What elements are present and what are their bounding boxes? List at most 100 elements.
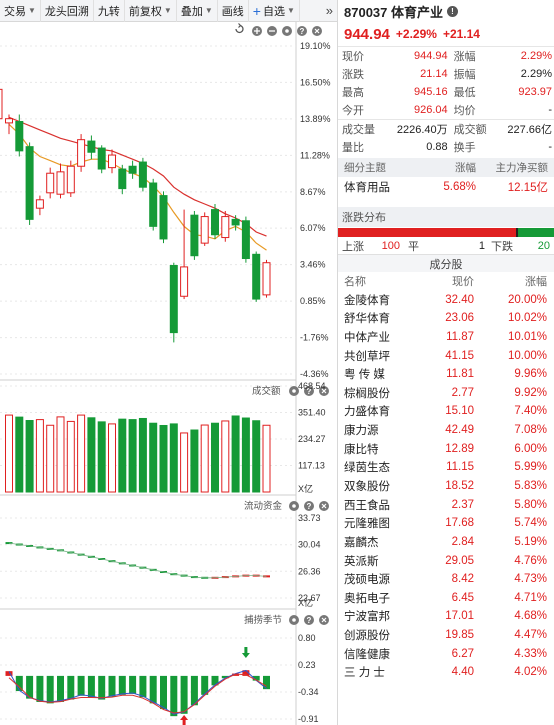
component-price: 6.27	[451, 647, 474, 660]
component-name: 嘉麟杰	[344, 536, 379, 549]
component-row[interactable]: 粤 传 媒 11.81 9.96%	[338, 365, 554, 384]
season-tick-label: -0.91	[298, 714, 319, 724]
close-icon[interactable]	[319, 615, 329, 625]
volume-bar	[66, 420, 75, 493]
component-price: 18.52	[445, 480, 474, 492]
candle-body	[211, 209, 219, 236]
quote-value: 2226.40万	[396, 124, 448, 137]
sub-theme-col-net: 主力净买额	[495, 162, 549, 175]
quote-label: 成交额	[453, 124, 487, 137]
toolbar-label: 画线	[221, 5, 244, 18]
season-bar	[57, 675, 64, 702]
component-name: 绿茵生态	[344, 462, 390, 475]
toolbar-add-watchlist[interactable]: + 自选 ▼	[249, 0, 300, 22]
component-row[interactable]: 棕榈股份 2.77 9.92%	[338, 383, 554, 402]
season-bar	[118, 675, 126, 695]
info-icon[interactable]: !	[447, 5, 458, 17]
sub-theme-col-name: 细分主题	[344, 162, 386, 175]
volume-tick-label: 351.40	[298, 408, 326, 418]
down-count: 20	[537, 240, 550, 253]
components-col-price[interactable]: 现价	[452, 276, 474, 289]
close-icon[interactable]	[319, 501, 329, 511]
flow-line	[8, 542, 267, 579]
price-tick-label: 19.10%	[300, 41, 331, 51]
svg-text:?: ?	[307, 616, 312, 625]
stock-header: 870037 体育产业 !	[338, 0, 554, 22]
close-icon[interactable]	[312, 26, 322, 36]
zoom-in-icon[interactable]	[252, 26, 262, 36]
component-row[interactable]: 中体产业 11.87 10.01%	[338, 328, 554, 347]
toolbar-more-button[interactable]: »	[325, 3, 333, 18]
component-row[interactable]: 信隆健康 6.27 4.33%	[338, 644, 554, 663]
component-pct: 5.19%	[514, 535, 547, 548]
toolbar-overlay-menu[interactable]: 叠加 ▼	[177, 0, 218, 22]
component-price: 17.68	[445, 517, 474, 530]
sub-theme-row[interactable]: 体育用品 5.68% 12.15亿	[338, 177, 554, 198]
component-row[interactable]: 创源股份 19.85 4.47%	[338, 626, 554, 645]
component-row[interactable]: 力盛体育 15.10 7.40%	[338, 402, 554, 421]
component-row[interactable]: 舒华体育 23.06 10.02%	[338, 309, 554, 328]
help-icon[interactable]: ?	[304, 615, 314, 625]
season-line-red	[8, 673, 267, 714]
zoom-out-icon[interactable]	[267, 26, 277, 36]
season-bar	[180, 675, 188, 714]
toolbar-draw-line[interactable]: 画线	[218, 0, 249, 22]
candle-body	[35, 199, 44, 209]
svg-text:?: ?	[307, 387, 312, 396]
chart-canvas[interactable]: ? 19.10% 16.50% 13.89% 11.28% 8.67% 6.07% 3.46…	[0, 22, 337, 725]
quote-value: 0.88	[426, 141, 448, 154]
component-row[interactable]: 双象股份 18.52 5.83%	[338, 477, 554, 496]
component-row[interactable]: 共创草坪 41.15 10.00%	[338, 346, 554, 365]
toolbar-nine-turn[interactable]: 九转	[94, 0, 125, 22]
component-name: 茂硕电源	[344, 574, 390, 587]
season-bar	[201, 675, 209, 695]
component-row[interactable]: 西王食品 2.37 5.80%	[338, 495, 554, 514]
component-row[interactable]: 奥拓电子 6.45 4.71%	[338, 589, 554, 608]
refresh-icon[interactable]	[235, 23, 244, 34]
component-price: 11.15	[446, 461, 474, 474]
settings-icon[interactable]	[289, 386, 299, 396]
component-name: 奥拓电子	[344, 592, 390, 605]
component-row[interactable]: 嘉麟杰 2.84 5.19%	[338, 533, 554, 552]
component-row[interactable]: 宁波富邦 17.01 4.68%	[338, 607, 554, 626]
toolbar-trade-menu[interactable]: 交易 ▼	[0, 0, 41, 22]
candle-body	[231, 218, 240, 226]
flow-panel-title: 流动资金	[244, 500, 283, 512]
flow-unit: X亿	[298, 597, 313, 608]
close-icon[interactable]	[319, 386, 329, 396]
season-panel-header: 捕捞季节 ?	[244, 614, 329, 626]
price-tick-label: 8.67%	[300, 187, 326, 197]
component-name: 创源股份	[344, 630, 390, 643]
toolbar-forward-adjust-menu[interactable]: 前复权 ▼	[125, 0, 177, 22]
settings-icon[interactable]	[282, 26, 292, 36]
chevron-down-icon: ▼	[204, 6, 213, 15]
component-pct: 10.00%	[507, 349, 547, 362]
help-icon[interactable]: ?	[304, 386, 314, 396]
settings-icon[interactable]	[289, 501, 299, 511]
component-row[interactable]: 三 力 士 4.40 4.02%	[338, 663, 554, 682]
components-col-name[interactable]: 名称	[344, 276, 366, 289]
sell-signal-arrow-icon	[241, 647, 250, 658]
component-row[interactable]: 英派斯 29.05 4.76%	[338, 551, 554, 570]
quote-value: 944.94	[413, 49, 448, 62]
toolbar-leader-backtrack[interactable]: 龙头回溯	[41, 0, 94, 22]
help-icon[interactable]: ?	[297, 26, 307, 36]
component-row[interactable]: 金陵体育 32.40 20.00%	[338, 290, 554, 309]
quote-row: 量比 0.88 换手 -	[338, 138, 554, 156]
volume-bar	[77, 414, 86, 493]
volume-bar	[5, 414, 13, 493]
flow-tick-label: 30.04	[298, 540, 321, 550]
component-row[interactable]: 绿茵生态 11.15 5.99%	[338, 458, 554, 477]
price-tick-label: 11.28%	[300, 150, 330, 160]
component-row[interactable]: 康力源 42.49 7.08%	[338, 421, 554, 440]
sub-theme-header: 细分主题 涨幅 主力净买额	[338, 158, 554, 178]
help-icon[interactable]: ?	[304, 501, 314, 511]
component-name: 英派斯	[344, 555, 379, 568]
component-row[interactable]: 元隆雅图 17.68 5.74%	[338, 514, 554, 533]
component-row[interactable]: 康比特 12.89 6.00%	[338, 439, 554, 458]
settings-icon[interactable]	[289, 615, 299, 625]
component-row[interactable]: 茂硕电源 8.42 4.73%	[338, 570, 554, 589]
candle-body	[252, 253, 261, 300]
toolbar-label: 前复权	[128, 5, 162, 18]
components-col-pct[interactable]: 涨幅	[525, 276, 547, 289]
